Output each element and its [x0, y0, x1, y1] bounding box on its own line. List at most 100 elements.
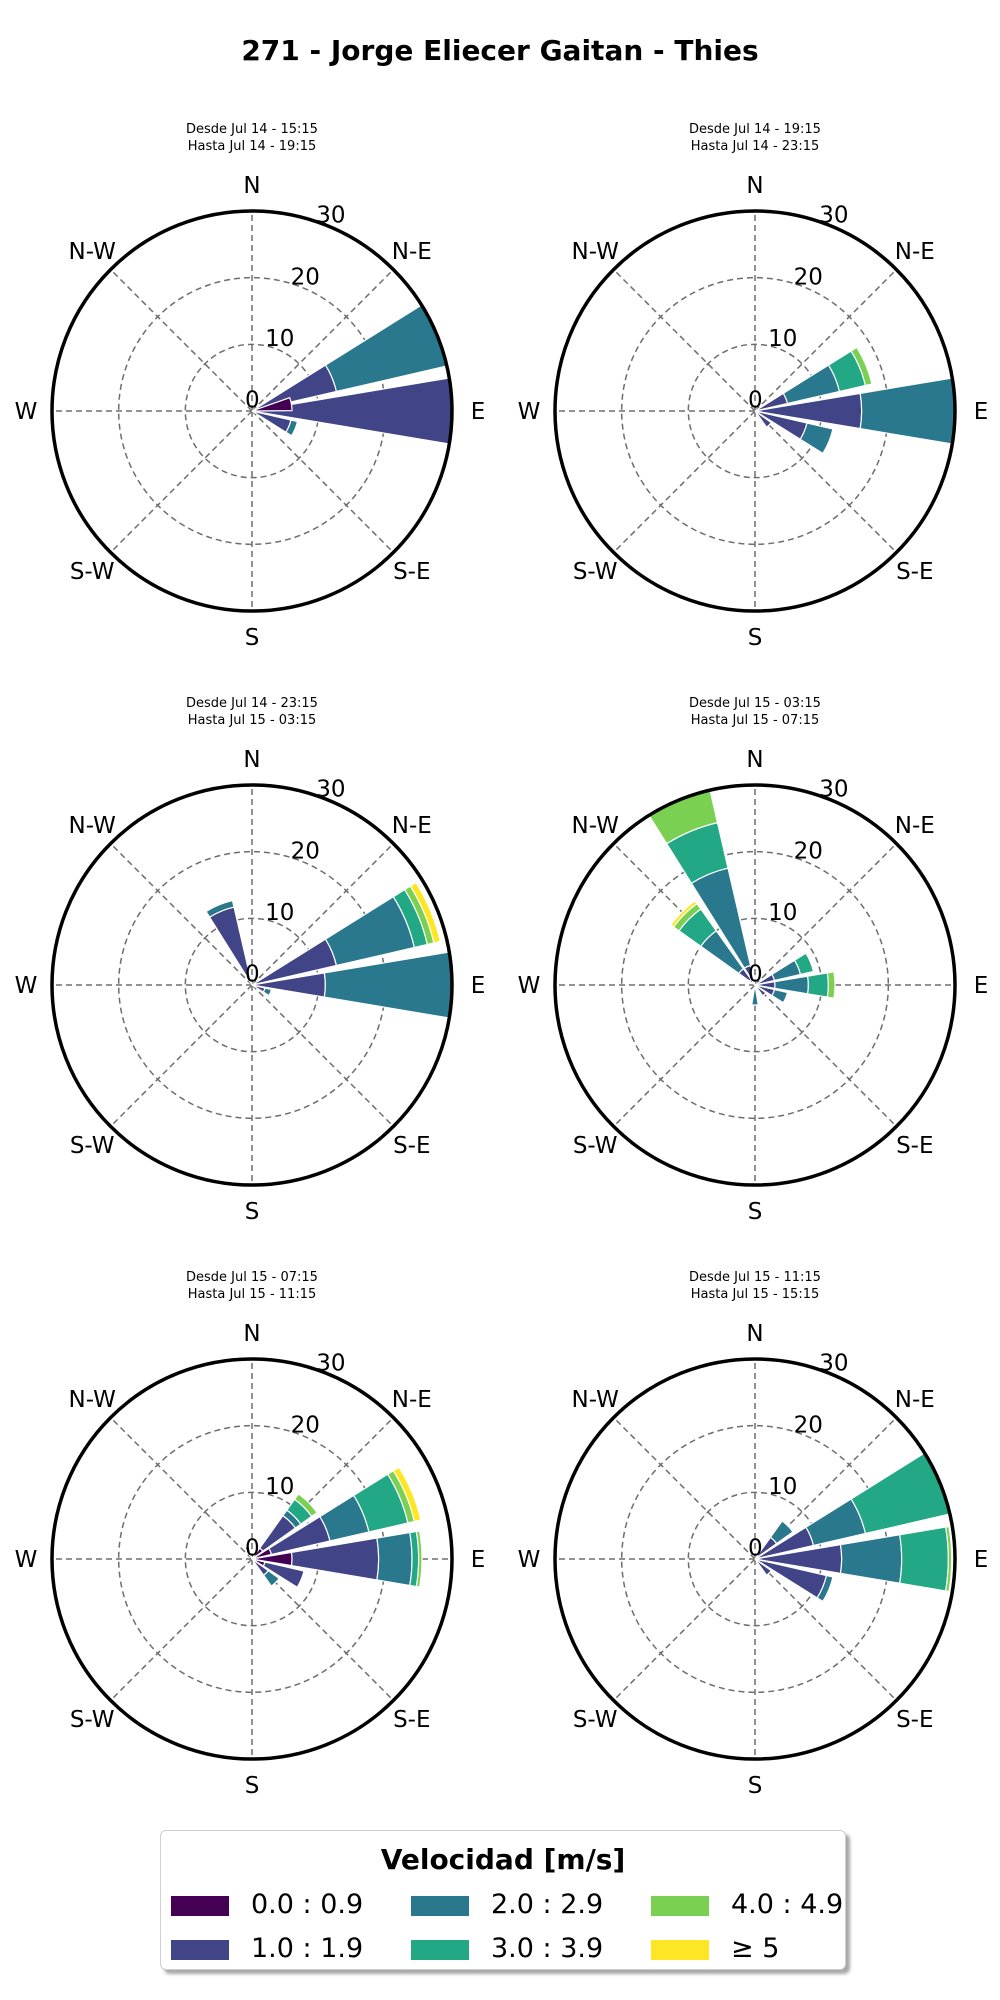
polar-frame [553, 209, 957, 613]
direction-label: S-W [70, 559, 115, 585]
wind-sector-bar [754, 984, 767, 997]
angular-gridline [110, 1417, 253, 1560]
direction-label: S [748, 1773, 763, 1799]
legend-label: 1.0 : 1.9 [251, 1933, 364, 1964]
angular-gridline [110, 269, 253, 412]
direction-label: S-W [573, 1707, 618, 1733]
radial-tick-label: 0 [245, 1535, 260, 1561]
direction-label: S-E [896, 1133, 933, 1159]
legend-swatch [171, 1940, 229, 1960]
direction-label: N-E [895, 813, 935, 839]
radial-tick-label: 10 [768, 1474, 797, 1500]
wind-sector-bar [826, 971, 836, 999]
legend-label: 0.0 : 0.9 [251, 1889, 364, 1920]
angular-gridline [613, 410, 756, 553]
direction-label: N-E [392, 1387, 432, 1413]
direction-label: W [518, 973, 541, 999]
radial-tick-label: 20 [291, 264, 320, 290]
direction-label: W [518, 1547, 541, 1573]
subplot-subtitle: Desde Jul 15 - 03:15 [689, 696, 821, 711]
subplot-subtitle: Hasta Jul 14 - 19:15 [188, 139, 317, 154]
radial-tick-label: 30 [316, 203, 345, 229]
legend-item: 4.0 : 4.9 [651, 1887, 881, 1923]
subplot-subtitle: Desde Jul 15 - 11:15 [689, 1270, 821, 1285]
direction-label: S-E [393, 559, 430, 585]
direction-label: N-W [69, 813, 116, 839]
wind-sector-bar [754, 1558, 773, 1577]
legend-item: 2.0 : 2.9 [411, 1887, 641, 1923]
angular-gridline [110, 410, 253, 553]
polar-frame [50, 783, 454, 1187]
direction-label: N-W [572, 1387, 619, 1413]
direction-label: N [746, 747, 763, 773]
direction-label: N [243, 1321, 260, 1347]
direction-label: N-W [572, 239, 619, 265]
direction-label: S [245, 1773, 260, 1799]
legend-swatch [411, 1940, 469, 1960]
direction-label: E [471, 973, 486, 999]
wind-sector-bar [376, 1531, 413, 1587]
wind-sector-bar [285, 419, 299, 437]
radial-tick-label: 10 [768, 326, 797, 352]
subplot-subtitle: Hasta Jul 15 - 15:15 [691, 1287, 820, 1302]
wind-sector-bar [262, 1569, 280, 1587]
radial-tick-label: 10 [265, 900, 294, 926]
wind-sector-bar [392, 1466, 422, 1523]
polar-frame [553, 783, 957, 1187]
direction-label: N-E [392, 813, 432, 839]
direction-label: S [245, 1199, 260, 1225]
direction-label: E [471, 399, 486, 425]
direction-label: N [746, 1321, 763, 1347]
wind-rose-grid: Desde Jul 14 - 15:15 Hasta Jul 14 - 19:15… [15, 122, 989, 1799]
radial-tick-label: 0 [245, 387, 260, 413]
subplot-subtitle: Hasta Jul 15 - 11:15 [188, 1287, 317, 1302]
radial-tick-label: 20 [291, 838, 320, 864]
direction-label: S [748, 1199, 763, 1225]
radial-tick-label: 30 [819, 203, 848, 229]
angular-gridline [251, 843, 394, 986]
direction-label: E [471, 1547, 486, 1573]
angular-gridline [754, 269, 897, 412]
direction-label: S-E [896, 559, 933, 585]
direction-label: N-W [69, 239, 116, 265]
radial-tick-label: 0 [748, 961, 763, 987]
subplot-subtitle: Desde Jul 14 - 15:15 [186, 122, 318, 137]
direction-label: N [243, 747, 260, 773]
direction-label: W [518, 399, 541, 425]
legend-item: ≥ 5 [651, 1931, 881, 1967]
wind-sector-bar [771, 988, 789, 1004]
wind-sector-bar [799, 422, 834, 455]
wind-sector-bar [251, 396, 293, 412]
radial-tick-label: 0 [748, 387, 763, 413]
wind-sector-bar [244, 1545, 252, 1555]
angular-gridline [613, 1417, 756, 1560]
wind-sector-bar [670, 900, 698, 928]
direction-label: N-W [572, 813, 619, 839]
angular-gridline [251, 984, 394, 1127]
legend: Velocidad [m/s] 0.0 : 0.9 1.0 : 1.9 2.0 … [160, 1830, 846, 1970]
subplot-subtitle: Hasta Jul 14 - 23:15 [691, 139, 820, 154]
legend-item: 1.0 : 1.9 [171, 1931, 401, 1967]
direction-label: S-W [573, 559, 618, 585]
angular-gridline [251, 410, 394, 553]
wind-sector-bar [898, 1526, 949, 1592]
direction-label: S-W [70, 1133, 115, 1159]
subplot-subtitle: Desde Jul 15 - 07:15 [186, 1270, 318, 1285]
wind-sector-bar [944, 1525, 953, 1593]
direction-label: S-W [70, 1707, 115, 1733]
legend-label: ≥ 5 [731, 1933, 780, 1964]
polar-frame [50, 1357, 454, 1761]
wind-sector-bar [793, 952, 815, 976]
wind-sector-bar [751, 984, 759, 1006]
direction-label: W [15, 973, 38, 999]
wind-sector-bar [409, 881, 442, 944]
radial-tick-label: 20 [794, 838, 823, 864]
wind-sector-bar [839, 1534, 903, 1584]
wind-sector-bar [859, 377, 956, 445]
radial-tick-label: 30 [819, 1351, 848, 1377]
radial-tick-label: 20 [794, 1412, 823, 1438]
direction-label: S-E [896, 1707, 933, 1733]
direction-label: S [748, 625, 763, 651]
direction-label: N-W [69, 1387, 116, 1413]
angular-gridline [110, 1558, 253, 1701]
